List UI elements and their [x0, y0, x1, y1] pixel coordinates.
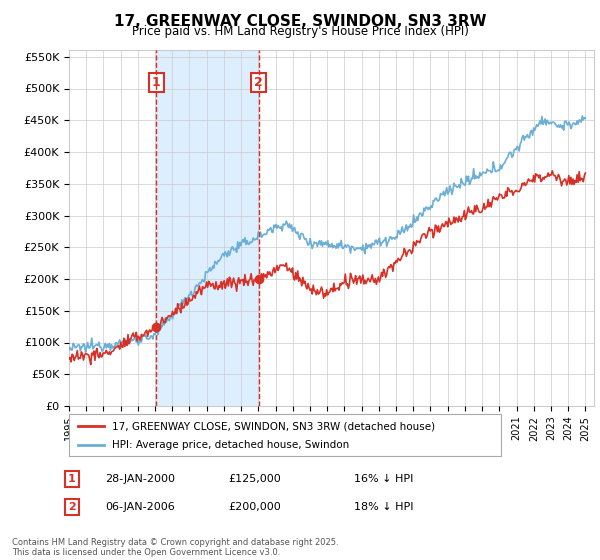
- Text: 2: 2: [254, 76, 263, 88]
- Text: 1: 1: [152, 76, 161, 88]
- Text: 2: 2: [68, 502, 76, 512]
- Text: Price paid vs. HM Land Registry's House Price Index (HPI): Price paid vs. HM Land Registry's House …: [131, 25, 469, 38]
- Text: £200,000: £200,000: [228, 502, 281, 512]
- Bar: [156, 50, 259, 406]
- Text: 16% ↓ HPI: 16% ↓ HPI: [354, 474, 413, 484]
- Text: 18% ↓ HPI: 18% ↓ HPI: [354, 502, 413, 512]
- Text: £125,000: £125,000: [228, 474, 281, 484]
- Text: Contains HM Land Registry data © Crown copyright and database right 2025.
This d: Contains HM Land Registry data © Crown c…: [12, 538, 338, 557]
- Text: 17, GREENWAY CLOSE, SWINDON, SN3 3RW (detached house): 17, GREENWAY CLOSE, SWINDON, SN3 3RW (de…: [112, 421, 436, 431]
- Text: 06-JAN-2006: 06-JAN-2006: [105, 502, 175, 512]
- Text: 1: 1: [68, 474, 76, 484]
- Text: 28-JAN-2000: 28-JAN-2000: [105, 474, 175, 484]
- Text: HPI: Average price, detached house, Swindon: HPI: Average price, detached house, Swin…: [112, 440, 349, 450]
- Text: 17, GREENWAY CLOSE, SWINDON, SN3 3RW: 17, GREENWAY CLOSE, SWINDON, SN3 3RW: [114, 14, 486, 29]
